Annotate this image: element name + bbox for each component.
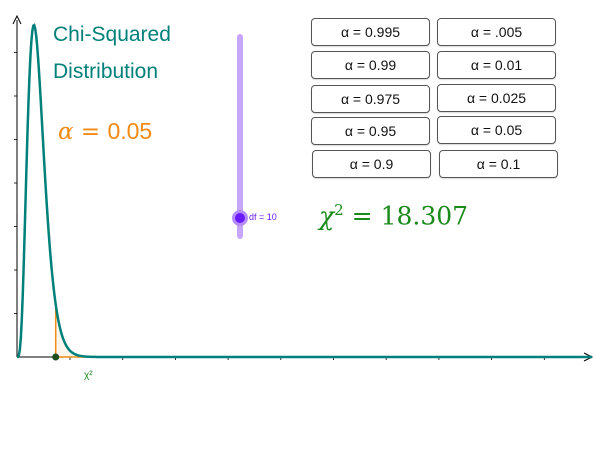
alpha-value-display: α = 0.05 (58, 120, 152, 144)
chi-squared-curve (16, 23, 592, 359)
chi-squared-point-label: χ² (84, 370, 93, 381)
tail-region (54, 304, 592, 358)
title-line-1: Chi-Squared (53, 23, 171, 46)
alpha-0-9-button[interactable]: α = 0.9 (312, 150, 431, 178)
alpha-0-005-button[interactable]: α = .005 (437, 18, 556, 46)
chi-equals: = (351, 201, 373, 231)
alpha-0-95-button[interactable]: α = 0.95 (311, 117, 430, 145)
alpha-value: 0.05 (107, 118, 153, 144)
df-slider-handle[interactable] (232, 210, 248, 226)
y-axis-arrow (12, 14, 22, 25)
chi-exponent: 2 (334, 201, 344, 219)
chi-squared-point[interactable] (52, 353, 60, 361)
alpha-0-1-button[interactable]: α = 0.1 (439, 150, 558, 178)
alpha-0-995-button[interactable]: α = 0.995 (311, 18, 430, 46)
df-slider-track[interactable] (237, 34, 243, 239)
alpha-symbol: α (58, 119, 74, 145)
alpha-0-975-button[interactable]: α = 0.975 (311, 85, 430, 113)
alpha-0-99-button[interactable]: α = 0.99 (311, 51, 430, 79)
chi-symbol: χ (319, 201, 335, 231)
df-slider-label: df = 10 (249, 212, 277, 222)
alpha-0-01-button[interactable]: α = 0.01 (437, 51, 556, 79)
alpha-0-05-button[interactable]: α = 0.05 (437, 116, 556, 144)
title-line-2: Distribution (53, 60, 159, 83)
alpha-equals: = (80, 119, 101, 145)
alpha-0-025-button[interactable]: α = 0.025 (437, 84, 556, 112)
chi-value: 18.307 (380, 201, 469, 231)
chi-squared-value-display: χ2 = 18.307 (319, 201, 469, 231)
